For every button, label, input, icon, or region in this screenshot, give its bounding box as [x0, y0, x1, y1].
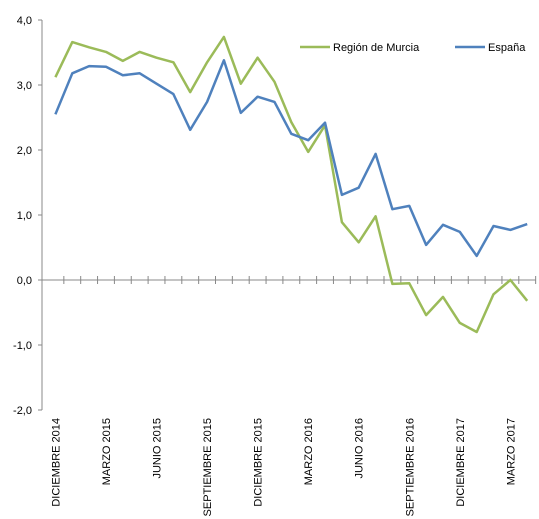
y-tick-label: 4,0 [17, 15, 32, 27]
y-tick-label: 1,0 [17, 210, 32, 222]
y-tick-label: -2,0 [13, 405, 32, 417]
x-tick-label: JUNIO 2016 [354, 418, 366, 479]
x-tick-label: SEPTIEMBRE 2016 [404, 418, 416, 516]
series-line [54, 59, 528, 258]
x-tick-label: DICIEMBRE 2014 [50, 418, 62, 507]
y-tick-label: -1,0 [13, 340, 32, 352]
legend-label: Región de Murcia [333, 42, 420, 54]
x-tick-label: DICIEMBRE 2015 [253, 418, 265, 507]
y-tick-label: 2,0 [17, 145, 32, 157]
x-tick-label: DICIEMBRE 2017 [455, 418, 467, 507]
x-tick-label: MARZO 2015 [101, 418, 113, 485]
y-tick-label: 0,0 [17, 275, 32, 287]
x-tick-label: MARZO 2017 [505, 418, 517, 485]
x-tick-label: MARZO 2016 [303, 418, 315, 485]
y-tick-label: 3,0 [17, 80, 32, 92]
series-line [54, 35, 529, 334]
x-tick-label: SEPTIEMBRE 2015 [202, 418, 214, 516]
x-tick-label: JUNIO 2015 [152, 418, 164, 479]
legend-label: España [488, 42, 526, 54]
